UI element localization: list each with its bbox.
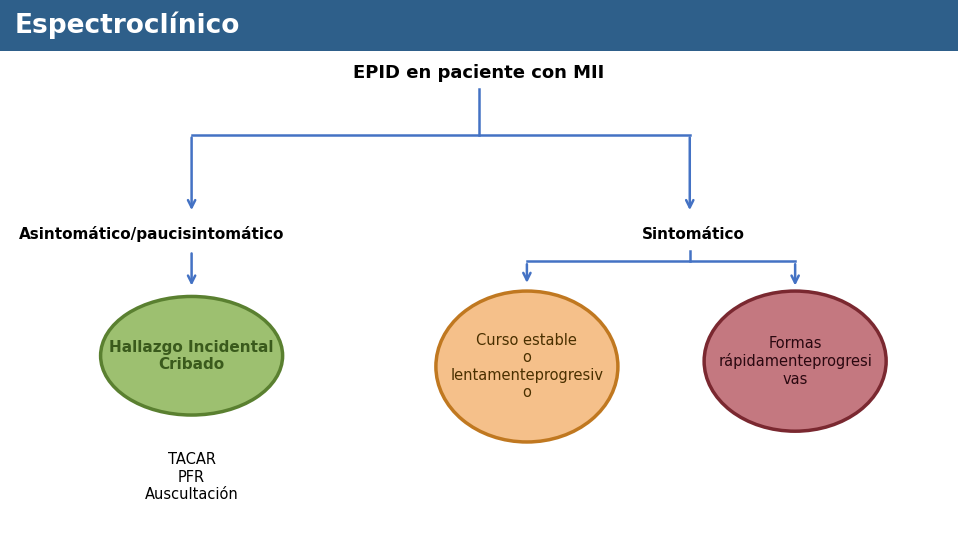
FancyBboxPatch shape [0,0,958,51]
Text: Curso estable
o
lentamenteprogresiv
o: Curso estable o lentamenteprogresiv o [450,333,604,400]
Text: Formas
rápidamenteprogresi
vas: Formas rápidamenteprogresi vas [718,336,872,386]
Text: EPID en paciente con MII: EPID en paciente con MII [354,64,604,82]
Ellipse shape [101,296,283,415]
Ellipse shape [436,291,618,442]
Text: TACAR
PFR
Auscultación: TACAR PFR Auscultación [145,452,239,502]
Text: Hallazgo Incidental
Cribado: Hallazgo Incidental Cribado [109,340,274,372]
Text: Asintomático/paucisintomático: Asintomático/paucisintomático [19,226,285,243]
Text: Espectroclínico: Espectroclínico [14,12,240,39]
Ellipse shape [704,291,886,431]
Text: Sintomático: Sintomático [642,227,744,242]
